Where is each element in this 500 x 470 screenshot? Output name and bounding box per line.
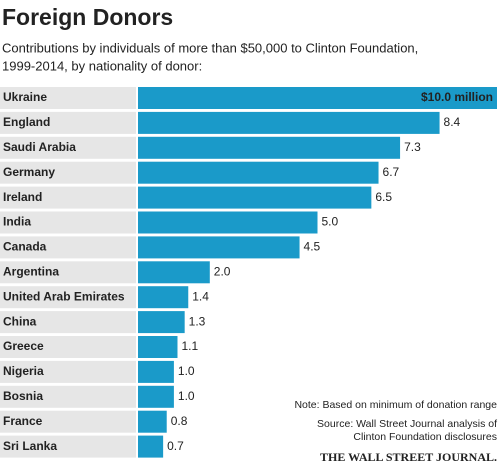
bar xyxy=(138,286,189,309)
category-label: Bosnia xyxy=(3,389,43,403)
label-cell xyxy=(0,311,136,334)
label-cell xyxy=(0,136,136,159)
label-cell xyxy=(0,111,136,134)
note: Clinton Foundation disclosures xyxy=(353,431,497,443)
category-label: China xyxy=(3,314,37,328)
label-cell xyxy=(0,385,136,408)
value-label: 6.5 xyxy=(375,190,392,204)
category-label: Nigeria xyxy=(3,364,44,378)
value-label: 1.0 xyxy=(178,389,195,403)
bar xyxy=(138,410,167,433)
category-label: France xyxy=(3,414,43,428)
label-cell xyxy=(0,435,136,458)
bar xyxy=(138,87,497,109)
bar xyxy=(138,161,379,184)
category-label: India xyxy=(3,215,31,229)
value-label: 0.8 xyxy=(171,414,188,428)
value-label: 2.0 xyxy=(214,264,231,278)
value-label: 1.4 xyxy=(192,289,209,303)
category-label: Greece xyxy=(3,339,44,353)
bar xyxy=(138,336,178,358)
value-label: 1.1 xyxy=(181,339,198,353)
value-label: 6.7 xyxy=(383,165,400,179)
value-label: 1.0 xyxy=(178,364,195,378)
chart-title: Foreign Donors xyxy=(2,4,173,30)
bar xyxy=(138,236,300,259)
source-logo: THE WALL STREET JOURNAL. xyxy=(320,450,497,464)
bar xyxy=(138,360,174,383)
label-cell xyxy=(0,261,136,284)
label-cell xyxy=(0,87,136,109)
category-label: Germany xyxy=(3,165,55,179)
label-cell xyxy=(0,211,136,234)
category-label: Argentina xyxy=(3,264,59,278)
category-label: Sri Lanka xyxy=(3,439,57,453)
bar xyxy=(138,435,164,458)
category-label: Ukraine xyxy=(3,90,47,104)
value-label: 5.0 xyxy=(322,215,339,229)
bar xyxy=(138,111,440,134)
category-label: Canada xyxy=(3,240,47,254)
note: Source: Wall Street Journal analysis of xyxy=(317,418,497,430)
category-label: Ireland xyxy=(3,190,42,204)
bar xyxy=(138,385,174,408)
label-cell xyxy=(0,161,136,184)
bar xyxy=(138,311,185,334)
value-label: 8.4 xyxy=(444,115,461,129)
value-label: 0.7 xyxy=(167,439,184,453)
value-label: 1.3 xyxy=(189,314,206,328)
label-cell xyxy=(0,286,136,309)
label-cell xyxy=(0,236,136,259)
note: Note: Based on minimum of donation range xyxy=(294,399,497,411)
chart-subtitle: Contributions by individuals of more tha… xyxy=(2,40,418,55)
category-label: United Arab Emirates xyxy=(3,289,125,303)
bar xyxy=(138,136,401,159)
chart-subtitle: 1999-2014, by nationality of donor: xyxy=(2,58,202,73)
value-label: 4.5 xyxy=(304,240,321,254)
label-cell xyxy=(0,360,136,383)
label-cell xyxy=(0,410,136,433)
label-cell xyxy=(0,336,136,358)
bar xyxy=(138,186,372,209)
bar xyxy=(138,211,318,234)
label-cell xyxy=(0,186,136,209)
category-label: Saudi Arabia xyxy=(3,140,76,154)
value-label: $10.0 million xyxy=(421,90,493,104)
category-label: England xyxy=(3,115,50,129)
value-label: 7.3 xyxy=(404,140,421,154)
bar xyxy=(138,261,210,284)
